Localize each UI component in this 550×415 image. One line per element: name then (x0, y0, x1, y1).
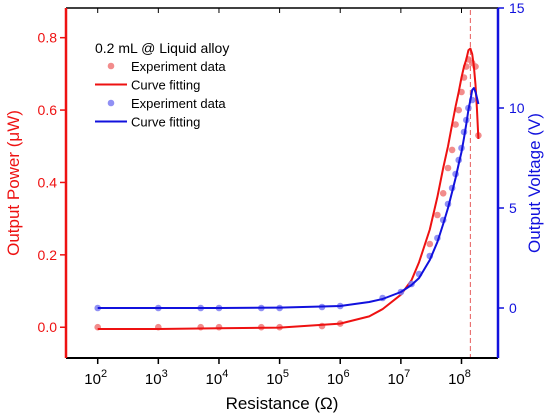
legend: 0.2 mL @ Liquid alloy Experiment data Curv… (95, 40, 229, 130)
data-point (434, 211, 441, 219)
right-y-tick-label: 10 (509, 100, 525, 116)
fit-line-right (97, 87, 480, 309)
legend-label: Curve fitting (131, 78, 200, 93)
data-point (455, 106, 463, 114)
data-point (215, 323, 223, 331)
right-y-tick-label: 5 (509, 200, 517, 216)
legend-label: Curve fitting (131, 115, 200, 130)
left-y-tick-label: 0.8 (38, 30, 58, 46)
x-tick-label: 102 (84, 368, 107, 388)
right-y-tick-label: 15 (509, 0, 525, 16)
left-y-tick-label: 0.6 (38, 102, 58, 118)
x-tick-label: 103 (145, 368, 168, 388)
legend-marker (107, 99, 115, 107)
legend-label: Experiment data (131, 96, 226, 111)
left-y-tick-label: 0.0 (38, 319, 58, 335)
axes-layer: 102 103 104 105 106 107 108 0.0 0.2 0.4 0.6 0.8 0 5 10… (4, 0, 544, 413)
x-axis-title: Resistance (Ω) (226, 394, 339, 413)
x-tick-label: 104 (206, 368, 229, 388)
right-y-tick-label: 0 (509, 300, 517, 316)
left-y-tick-label: 0.4 (38, 174, 58, 190)
x-tick-label: 108 (448, 368, 471, 388)
data-point (426, 240, 434, 248)
data-point (448, 146, 456, 154)
data-point (444, 164, 452, 172)
data-point (439, 190, 447, 197)
left-axis-title: Output Power (μW) (4, 110, 23, 256)
legend-annotation: 0.2 mL @ Liquid alloy (95, 40, 229, 56)
x-tick-label: 107 (387, 368, 410, 388)
fit-line-left (97, 47, 480, 330)
data-point (452, 121, 459, 128)
right-axis-title: Output Voltage (V) (525, 113, 544, 253)
series-layer (94, 10, 482, 358)
legend-marker (107, 62, 115, 70)
x-tick-label: 105 (266, 368, 289, 388)
left-y-tick-label: 0.2 (38, 247, 58, 263)
x-tick-label: 106 (327, 368, 350, 388)
legend-label: Experiment data (131, 59, 226, 74)
